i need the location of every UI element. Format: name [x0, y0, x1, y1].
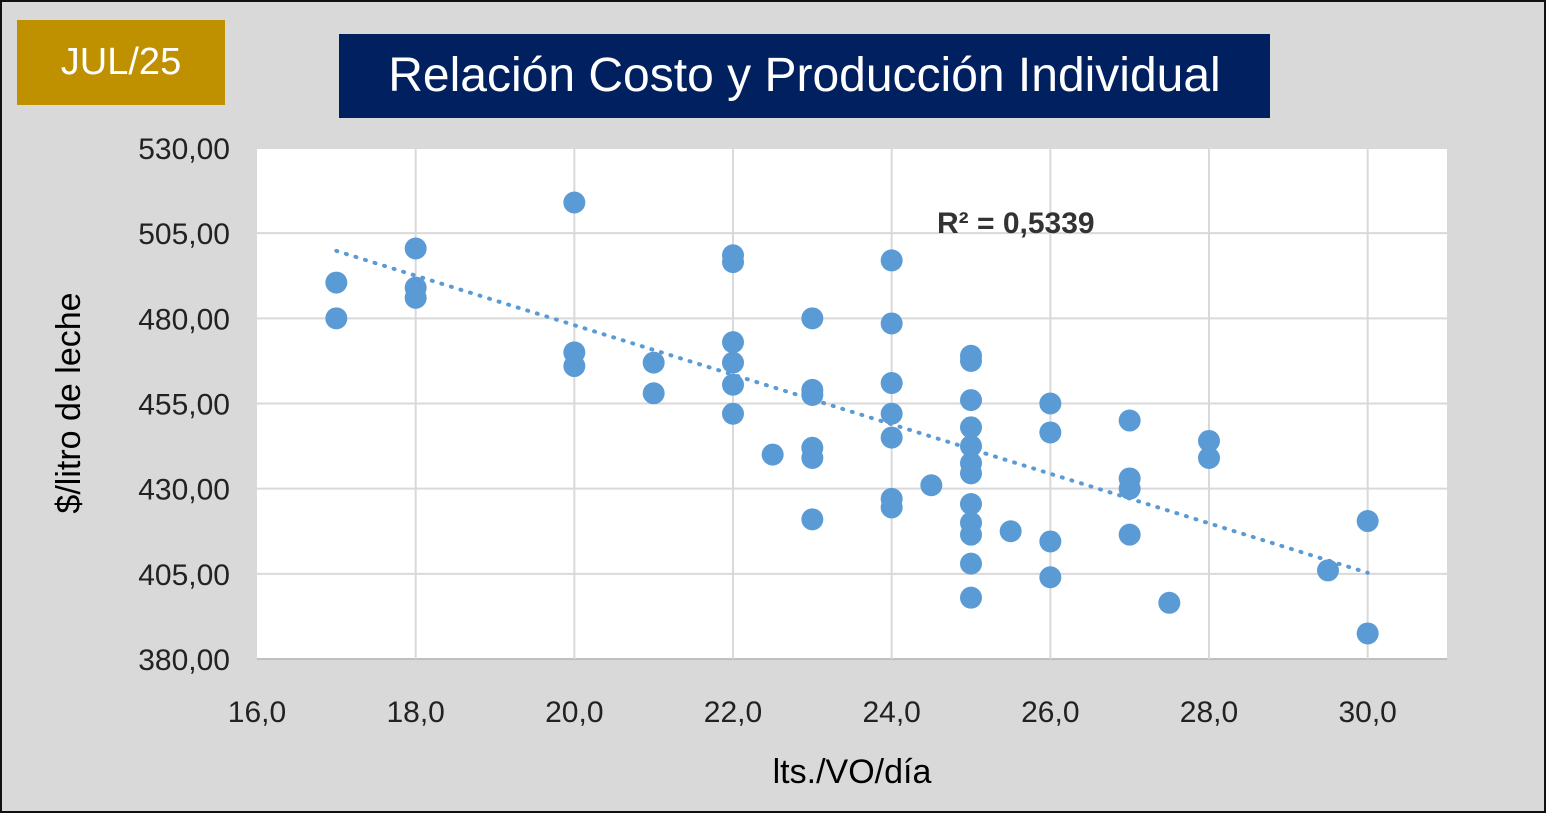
- data-points: [325, 191, 1379, 645]
- trendline: [334, 248, 1370, 575]
- y-tick-label: 530,00: [138, 133, 230, 166]
- r-squared-label: R² = 0,5339: [937, 207, 1095, 240]
- y-tick-label: 455,00: [138, 389, 230, 422]
- data-point: [563, 191, 586, 214]
- data-point: [880, 402, 903, 425]
- data-point: [1198, 429, 1220, 452]
- data-point: [1118, 523, 1141, 546]
- data-point: [1158, 591, 1181, 614]
- data-point: [722, 351, 744, 374]
- data-point: [880, 496, 903, 519]
- data-point: [960, 586, 982, 609]
- data-point: [960, 462, 982, 485]
- data-point: [1039, 392, 1062, 415]
- x-tick-label: 18,0: [386, 696, 444, 729]
- chart-title: Relación Costo y Producción Individual: [339, 34, 1270, 118]
- data-point: [404, 237, 427, 260]
- y-axis-ticks: 530,00 505,00 480,00 455,00 430,00 405,00 380,…: [138, 133, 230, 677]
- x-tick-label: 28,0: [1180, 696, 1238, 729]
- data-point: [642, 351, 665, 374]
- y-axis-title: $/litro de leche: [50, 292, 88, 513]
- data-point: [1198, 447, 1220, 470]
- data-point: [1118, 409, 1141, 432]
- x-tick-label: 24,0: [862, 696, 920, 729]
- data-point: [1039, 421, 1062, 444]
- data-point: [960, 435, 982, 458]
- data-point: [325, 307, 348, 330]
- data-point: [801, 307, 824, 330]
- data-point: [1317, 559, 1339, 582]
- data-point: [722, 331, 744, 354]
- data-point: [722, 373, 744, 396]
- data-point: [761, 443, 784, 466]
- data-point: [722, 402, 744, 425]
- x-tick-label: 26,0: [1021, 696, 1079, 729]
- data-point: [1039, 530, 1062, 553]
- y-tick-label: 405,00: [138, 559, 230, 592]
- data-point: [642, 382, 665, 405]
- data-point: [1356, 622, 1379, 645]
- x-axis-ticks: 16,0 18,0 20,0 22,0 24,0 26,0 28,0 30,0: [228, 696, 1397, 729]
- data-point: [960, 492, 982, 515]
- data-point: [960, 552, 982, 575]
- data-point: [1039, 566, 1062, 589]
- data-point: [801, 447, 824, 470]
- x-tick-label: 22,0: [704, 696, 762, 729]
- y-tick-label: 380,00: [138, 644, 230, 677]
- data-point: [920, 474, 943, 497]
- y-tick-label: 505,00: [138, 218, 230, 251]
- x-tick-label: 20,0: [545, 696, 603, 729]
- data-point: [999, 520, 1022, 543]
- data-point: [325, 271, 348, 294]
- data-point: [960, 349, 982, 372]
- date-badge: JUL/25: [17, 20, 225, 105]
- data-point: [960, 389, 982, 412]
- data-point: [960, 523, 982, 546]
- data-point: [880, 372, 903, 395]
- data-point: [801, 383, 824, 406]
- data-point: [722, 251, 744, 274]
- data-point: [404, 286, 427, 309]
- data-point: [880, 312, 903, 335]
- data-point: [880, 426, 903, 449]
- x-axis-title: lts./VO/día: [773, 753, 932, 791]
- x-tick-label: 30,0: [1338, 696, 1396, 729]
- data-point: [1356, 510, 1379, 533]
- data-point: [960, 416, 982, 439]
- data-point: [1118, 477, 1141, 500]
- data-point: [880, 249, 903, 272]
- y-tick-label: 480,00: [138, 303, 230, 336]
- data-point: [563, 355, 586, 378]
- data-point: [801, 508, 824, 531]
- x-tick-label: 16,0: [228, 696, 286, 729]
- y-tick-label: 430,00: [138, 474, 230, 507]
